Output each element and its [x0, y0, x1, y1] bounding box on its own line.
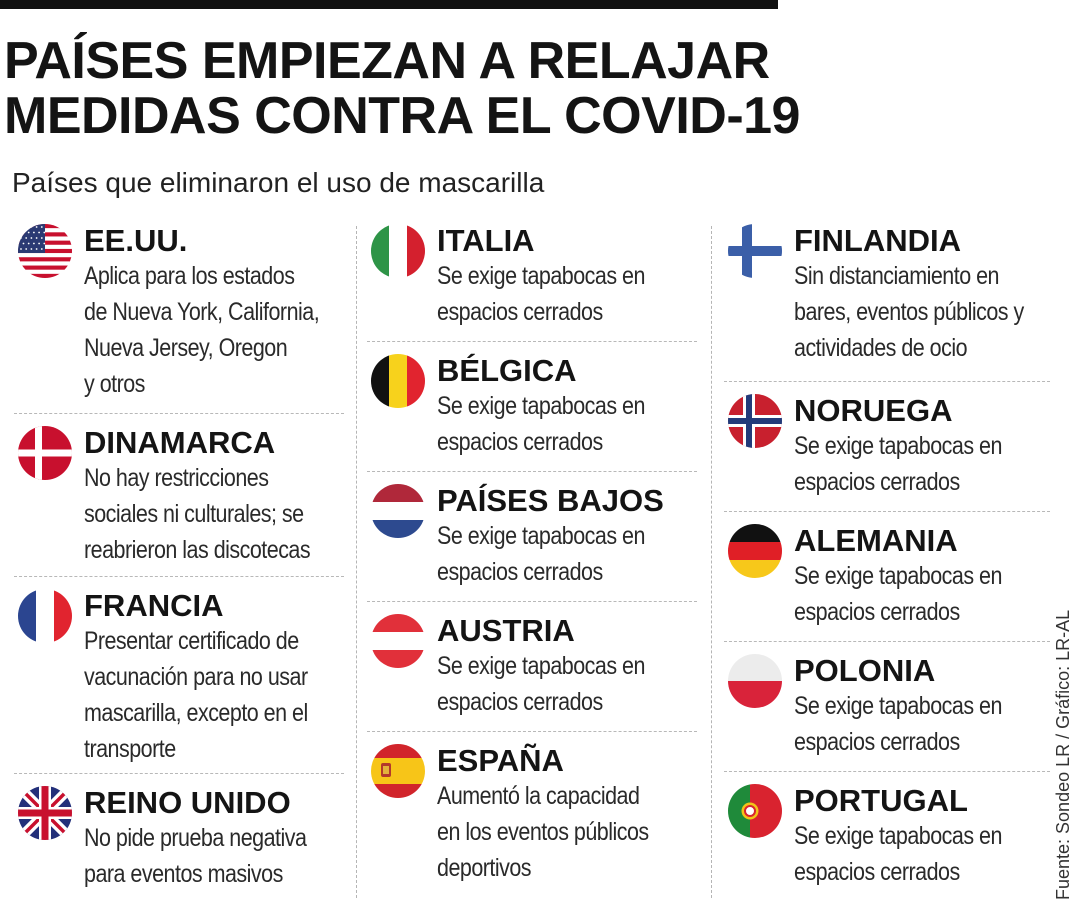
- austria-flag-icon: [371, 614, 425, 668]
- country-entry: ITALIA Se exige tapabocas en espacios cerr…: [367, 212, 697, 342]
- country-description-line: Sin distanciamiento en: [794, 262, 999, 290]
- country-name: FRANCIA: [84, 588, 224, 623]
- country-entry: NORUEGA Se exige tapabocas en espacios cer…: [724, 382, 1050, 512]
- belgium-flag-icon: [371, 354, 425, 408]
- country-name: EE.UU.: [84, 223, 188, 258]
- country-description-line: y otros: [84, 370, 145, 398]
- country-name: REINO UNIDO: [84, 785, 291, 820]
- country-column-1: EE.UU. Aplica para los estados de Nueva Yo…: [14, 212, 344, 897]
- country-name: BÉLGICA: [437, 353, 577, 388]
- country-description-line: Nueva Jersey, Oregon: [84, 334, 288, 362]
- top-rule: [0, 0, 778, 9]
- country-description-line: vacunación para no usar: [84, 663, 308, 691]
- country-entry: REINO UNIDO No pide prueba negativa para e…: [14, 774, 344, 897]
- norway-flag-icon: [728, 394, 782, 448]
- page-title: PAÍSES EMPIEZAN A RELAJAR MEDIDAS CONTRA…: [4, 34, 800, 144]
- subtitle: Países que eliminaron el uso de mascaril…: [12, 167, 545, 198]
- country-description-line: Se exige tapabocas en: [437, 392, 645, 420]
- portugal-flag-icon: [728, 784, 782, 838]
- country-description-line: de Nueva York, California,: [84, 298, 320, 326]
- country-description-line: espacios cerrados: [794, 598, 960, 626]
- country-description-line: Se exige tapabocas en: [794, 692, 1002, 720]
- country-description-line: para eventos masivos: [84, 860, 283, 888]
- country-entry: AUSTRIA Se exige tapabocas en espacios cer…: [367, 602, 697, 732]
- country-name: FINLANDIA: [794, 223, 962, 258]
- italy-flag-icon: [371, 224, 425, 278]
- country-description-line: bares, eventos públicos y: [794, 298, 1024, 326]
- country-description-line: Se exige tapabocas en: [437, 652, 645, 680]
- country-description-line: espacios cerrados: [437, 428, 603, 456]
- country-description-line: Se exige tapabocas en: [437, 522, 645, 550]
- country-description-line: espacios cerrados: [794, 728, 960, 756]
- country-description-line: actividades de ocio: [794, 334, 968, 362]
- france-flag-icon: [18, 589, 72, 643]
- country-description-line: mascarilla, excepto en el: [84, 699, 308, 727]
- column-divider: [356, 226, 357, 898]
- finland-flag-icon: [728, 224, 782, 278]
- country-entry: FRANCIA Presentar certificado de vacunació…: [14, 577, 344, 774]
- denmark-flag-icon: [18, 426, 72, 480]
- country-entry: DINAMARCA No hay restricciones sociales ni…: [14, 414, 344, 577]
- country-description-line: Se exige tapabocas en: [794, 432, 1002, 460]
- country-description-line: No pide prueba negativa: [84, 824, 307, 852]
- netherlands-flag-icon: [371, 484, 425, 538]
- uk-flag-icon: [18, 786, 72, 840]
- country-name: ESPAÑA: [437, 743, 564, 778]
- country-name: AUSTRIA: [437, 613, 575, 648]
- country-name: PORTUGAL: [794, 783, 968, 818]
- country-description-line: transporte: [84, 735, 176, 763]
- country-column-2: ITALIA Se exige tapabocas en espacios cerr…: [367, 212, 697, 892]
- country-entry: ESPAÑA Aumentó la capacidad en los eventos…: [367, 732, 697, 892]
- country-description-line: sociales ni culturales; se: [84, 500, 304, 528]
- country-column-3: FINLANDIA Sin distanciamiento en bares, ev…: [724, 212, 1050, 900]
- country-entry: EE.UU. Aplica para los estados de Nueva Yo…: [14, 212, 344, 414]
- poland-flag-icon: [728, 654, 782, 708]
- country-description-line: espacios cerrados: [437, 298, 603, 326]
- country-description-line: espacios cerrados: [437, 688, 603, 716]
- country-description-line: espacios cerrados: [437, 558, 603, 586]
- country-description-line: reabrieron las discotecas: [84, 536, 311, 564]
- country-name: PAÍSES BAJOS: [437, 483, 664, 518]
- country-entry: PAÍSES BAJOS Se exige tapabocas en espacio…: [367, 472, 697, 602]
- country-entry: ALEMANIA Se exige tapabocas en espacios ce…: [724, 512, 1050, 642]
- country-description-line: en los eventos públicos: [437, 818, 649, 846]
- source-credit-box: Fuente: Sondeo LR / Gráfico: LR-AL: [1053, 560, 1074, 900]
- country-name: DINAMARCA: [84, 425, 276, 460]
- country-entry: BÉLGICA Se exige tapabocas en espacios cer…: [367, 342, 697, 472]
- country-description-line: Aplica para los estados: [84, 262, 295, 290]
- title-line-1: PAÍSES EMPIEZAN A RELAJAR: [4, 32, 770, 90]
- country-entry: POLONIA Se exige tapabocas en espacios cer…: [724, 642, 1050, 772]
- country-description-line: Presentar certificado de: [84, 627, 299, 655]
- column-divider: [711, 226, 712, 898]
- country-description-line: espacios cerrados: [794, 858, 960, 886]
- country-entry: FINLANDIA Sin distanciamiento en bares, ev…: [724, 212, 1050, 382]
- country-description-line: Se exige tapabocas en: [794, 562, 1002, 590]
- country-description-line: No hay restricciones: [84, 464, 269, 492]
- country-description-line: espacios cerrados: [794, 468, 960, 496]
- country-name: NORUEGA: [794, 393, 953, 428]
- country-description-line: Se exige tapabocas en: [794, 822, 1002, 850]
- country-name: ALEMANIA: [794, 523, 958, 558]
- country-description-line: Aumentó la capacidad: [437, 782, 640, 810]
- title-line-2: MEDIDAS CONTRA EL COVID-19: [4, 87, 800, 145]
- country-description-line: deportivos: [437, 854, 532, 882]
- country-name: ITALIA: [437, 223, 535, 258]
- usa-flag-icon: [18, 224, 72, 278]
- germany-flag-icon: [728, 524, 782, 578]
- country-name: POLONIA: [794, 653, 936, 688]
- spain-flag-icon: [371, 744, 425, 798]
- country-description-line: Se exige tapabocas en: [437, 262, 645, 290]
- country-entry: PORTUGAL Se exige tapabocas en espacios ce…: [724, 772, 1050, 900]
- source-credit: Fuente: Sondeo LR / Gráfico: LR-AL: [1053, 609, 1073, 900]
